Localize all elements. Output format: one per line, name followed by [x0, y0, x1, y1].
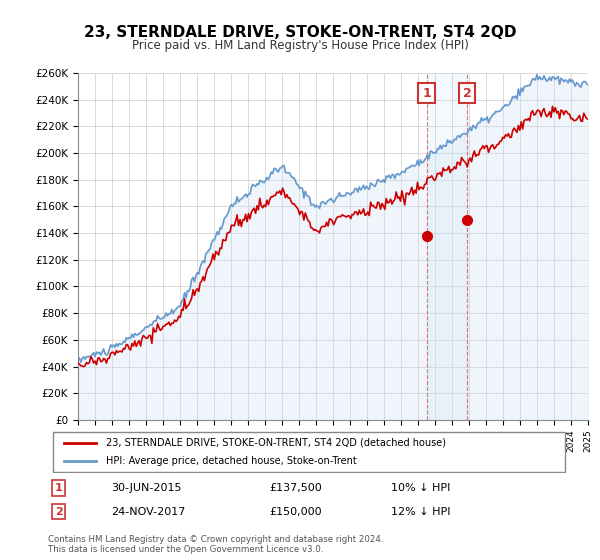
Text: 23, STERNDALE DRIVE, STOKE-ON-TRENT, ST4 2QD: 23, STERNDALE DRIVE, STOKE-ON-TRENT, ST4…: [84, 25, 516, 40]
Text: Contains HM Land Registry data © Crown copyright and database right 2024.
This d: Contains HM Land Registry data © Crown c…: [48, 535, 383, 554]
Text: £137,500: £137,500: [270, 483, 323, 493]
Text: 12% ↓ HPI: 12% ↓ HPI: [391, 507, 451, 517]
Text: 1: 1: [422, 87, 431, 100]
Text: 10% ↓ HPI: 10% ↓ HPI: [391, 483, 451, 493]
Text: Price paid vs. HM Land Registry's House Price Index (HPI): Price paid vs. HM Land Registry's House …: [131, 39, 469, 52]
Text: 24-NOV-2017: 24-NOV-2017: [112, 507, 186, 517]
Text: HPI: Average price, detached house, Stoke-on-Trent: HPI: Average price, detached house, Stok…: [106, 456, 357, 466]
Text: £150,000: £150,000: [270, 507, 322, 517]
Text: 1: 1: [55, 483, 62, 493]
Text: 2: 2: [463, 87, 472, 100]
Text: 2: 2: [55, 507, 62, 517]
Text: 23, STERNDALE DRIVE, STOKE-ON-TRENT, ST4 2QD (detached house): 23, STERNDALE DRIVE, STOKE-ON-TRENT, ST4…: [106, 438, 446, 448]
Bar: [427, 73, 467, 420]
Text: 30-JUN-2015: 30-JUN-2015: [112, 483, 182, 493]
FancyBboxPatch shape: [53, 432, 565, 473]
